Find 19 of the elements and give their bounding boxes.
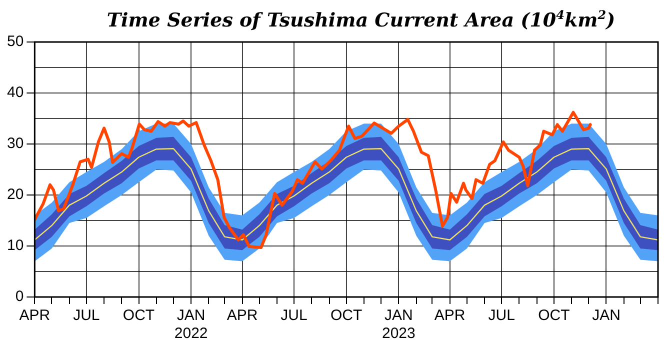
x-tick-label: JUL — [488, 307, 515, 324]
x-tick-label: JAN 2023 — [382, 307, 416, 342]
x-tick-label: JAN 2022 — [174, 307, 208, 342]
x-tick-label: OCT — [122, 307, 155, 324]
x-tick-label: JUL — [73, 307, 100, 324]
x-tick-label: APR — [19, 307, 50, 324]
y-tick-label: 20 — [6, 186, 24, 204]
chart-title: Time Series of Tsushima Current Area (10$^{4}$km$^{2}$) — [106, 7, 616, 32]
y-tick-label: 30 — [6, 135, 24, 152]
y-tick-label: 0 — [15, 288, 24, 306]
y-tick-label: 10 — [6, 237, 24, 254]
x-tick-label: APR — [226, 307, 258, 324]
x-tick-label: JAN — [592, 307, 620, 324]
y-tick-label: 50 — [6, 33, 24, 50]
x-tick-label: APR — [434, 307, 466, 324]
y-tick-label: 40 — [6, 84, 24, 102]
x-tick-label: JUL — [280, 307, 308, 324]
x-tick-label: OCT — [538, 307, 570, 324]
x-tick-label: OCT — [330, 307, 362, 324]
